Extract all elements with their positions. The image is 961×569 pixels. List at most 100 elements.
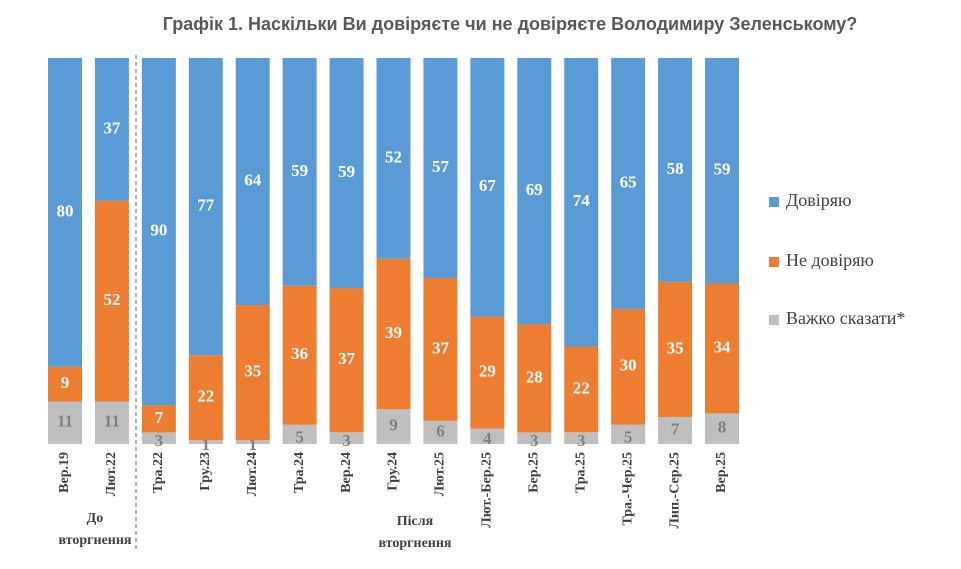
value-label: 4 [483,429,492,448]
x-tick-label: Гру.23 [198,452,213,491]
value-label: 6 [436,421,445,440]
value-label: 52 [385,147,402,166]
bar-segment [94,401,129,444]
legend-swatch [769,257,779,267]
value-label: 28 [526,367,543,386]
value-label: 77 [197,196,215,215]
value-label: 3 [577,431,586,450]
value-label: 37 [103,118,121,137]
group-label: Після вторгнення [378,514,451,551]
bar-segment [564,432,599,444]
value-label: 52 [103,290,120,309]
legend-swatch [769,315,779,325]
bar-segment [235,58,270,306]
bar-segment [282,58,317,286]
legend-label: Не довіряю [786,250,874,270]
x-tick-label: Тра.-Чер.25 [620,452,635,526]
bar-segment [235,305,270,441]
value-label: 11 [104,412,120,431]
value-label: 22 [197,387,214,406]
bar-segment [423,278,458,421]
value-label: 3 [342,431,351,450]
bar-segment [141,432,176,444]
bar-segment [470,428,505,444]
x-tick-label: Тра.24 [292,452,307,493]
value-label: 64 [244,170,262,189]
value-label: 9 [61,373,70,392]
bar-segment [470,58,505,317]
bar-segment [48,58,82,367]
x-tick-label: Лют.25 [433,452,448,496]
x-tick-label: Лют.-Бер.25 [480,452,495,528]
value-label: 80 [57,201,74,220]
x-tick-label: Тра.25 [573,452,588,493]
value-label: 7 [671,419,680,438]
bar-segment [611,424,646,444]
bar-segment [188,440,223,444]
legend-label: Важко сказати* [786,308,905,328]
x-tick-label: Лип.-Сер.25 [667,452,682,529]
value-label: 29 [479,361,496,380]
value-label: 7 [155,408,164,427]
x-tick-label: Вер.25 [714,452,729,493]
bar-segment [141,58,176,406]
value-label: 59 [338,162,355,181]
value-label: 9 [389,416,398,435]
value-label: 1 [202,435,211,454]
value-label: 74 [573,191,591,210]
bar-segment [564,346,599,433]
x-tick-label: Бер.25 [527,452,542,493]
x-tick-label: Лют.22 [104,452,119,496]
value-label: 37 [338,349,356,368]
bar-segment [376,58,411,259]
bar-segment [705,58,740,284]
value-label: 22 [573,378,590,397]
bar-segment [423,420,458,444]
x-tick-label: Вер.24 [339,452,354,493]
value-label: 5 [624,427,633,446]
value-label: 39 [385,323,402,342]
value-label: 8 [718,418,727,437]
bar-segment [329,58,364,289]
value-label: 35 [244,361,261,380]
value-label: 3 [530,431,539,450]
bar-segment [517,432,552,444]
x-tick-label: Гру.24 [386,452,401,491]
bar-segment [470,316,505,429]
bar-segment [517,324,552,433]
value-label: 59 [291,161,308,180]
value-label: 36 [291,344,308,363]
bar-segment [658,58,693,282]
value-label: 90 [150,221,167,240]
bar-segment [48,401,82,444]
bar-segment [611,58,646,309]
value-label: 1 [248,435,257,454]
value-label: 34 [714,337,732,356]
legend-label: Довіряю [786,190,852,210]
bar-segment [188,58,223,356]
value-label: 35 [667,338,684,357]
bar-segment [94,200,129,402]
bar-segment [329,288,364,433]
x-tick-label: Тра.22 [151,452,166,493]
bar-segment [517,58,552,325]
bar-segment [235,440,270,444]
value-label: 37 [432,338,450,357]
value-label: 3 [155,431,164,450]
x-tick-label: Лют.24 [245,452,260,496]
bar-segment [658,281,693,417]
legend-swatch [769,197,779,207]
value-label: 67 [479,176,497,195]
value-label: 65 [620,172,637,191]
value-label: 57 [432,157,450,176]
value-label: 59 [714,160,731,179]
value-label: 58 [667,159,684,178]
bar-segment [376,409,411,444]
x-tick-label: Вер.19 [57,452,72,493]
value-label: 69 [526,180,543,199]
group-label: До вторгнення [58,511,131,548]
value-label: 30 [620,356,637,375]
bar-segment [282,285,317,425]
bar-segment [658,416,693,444]
